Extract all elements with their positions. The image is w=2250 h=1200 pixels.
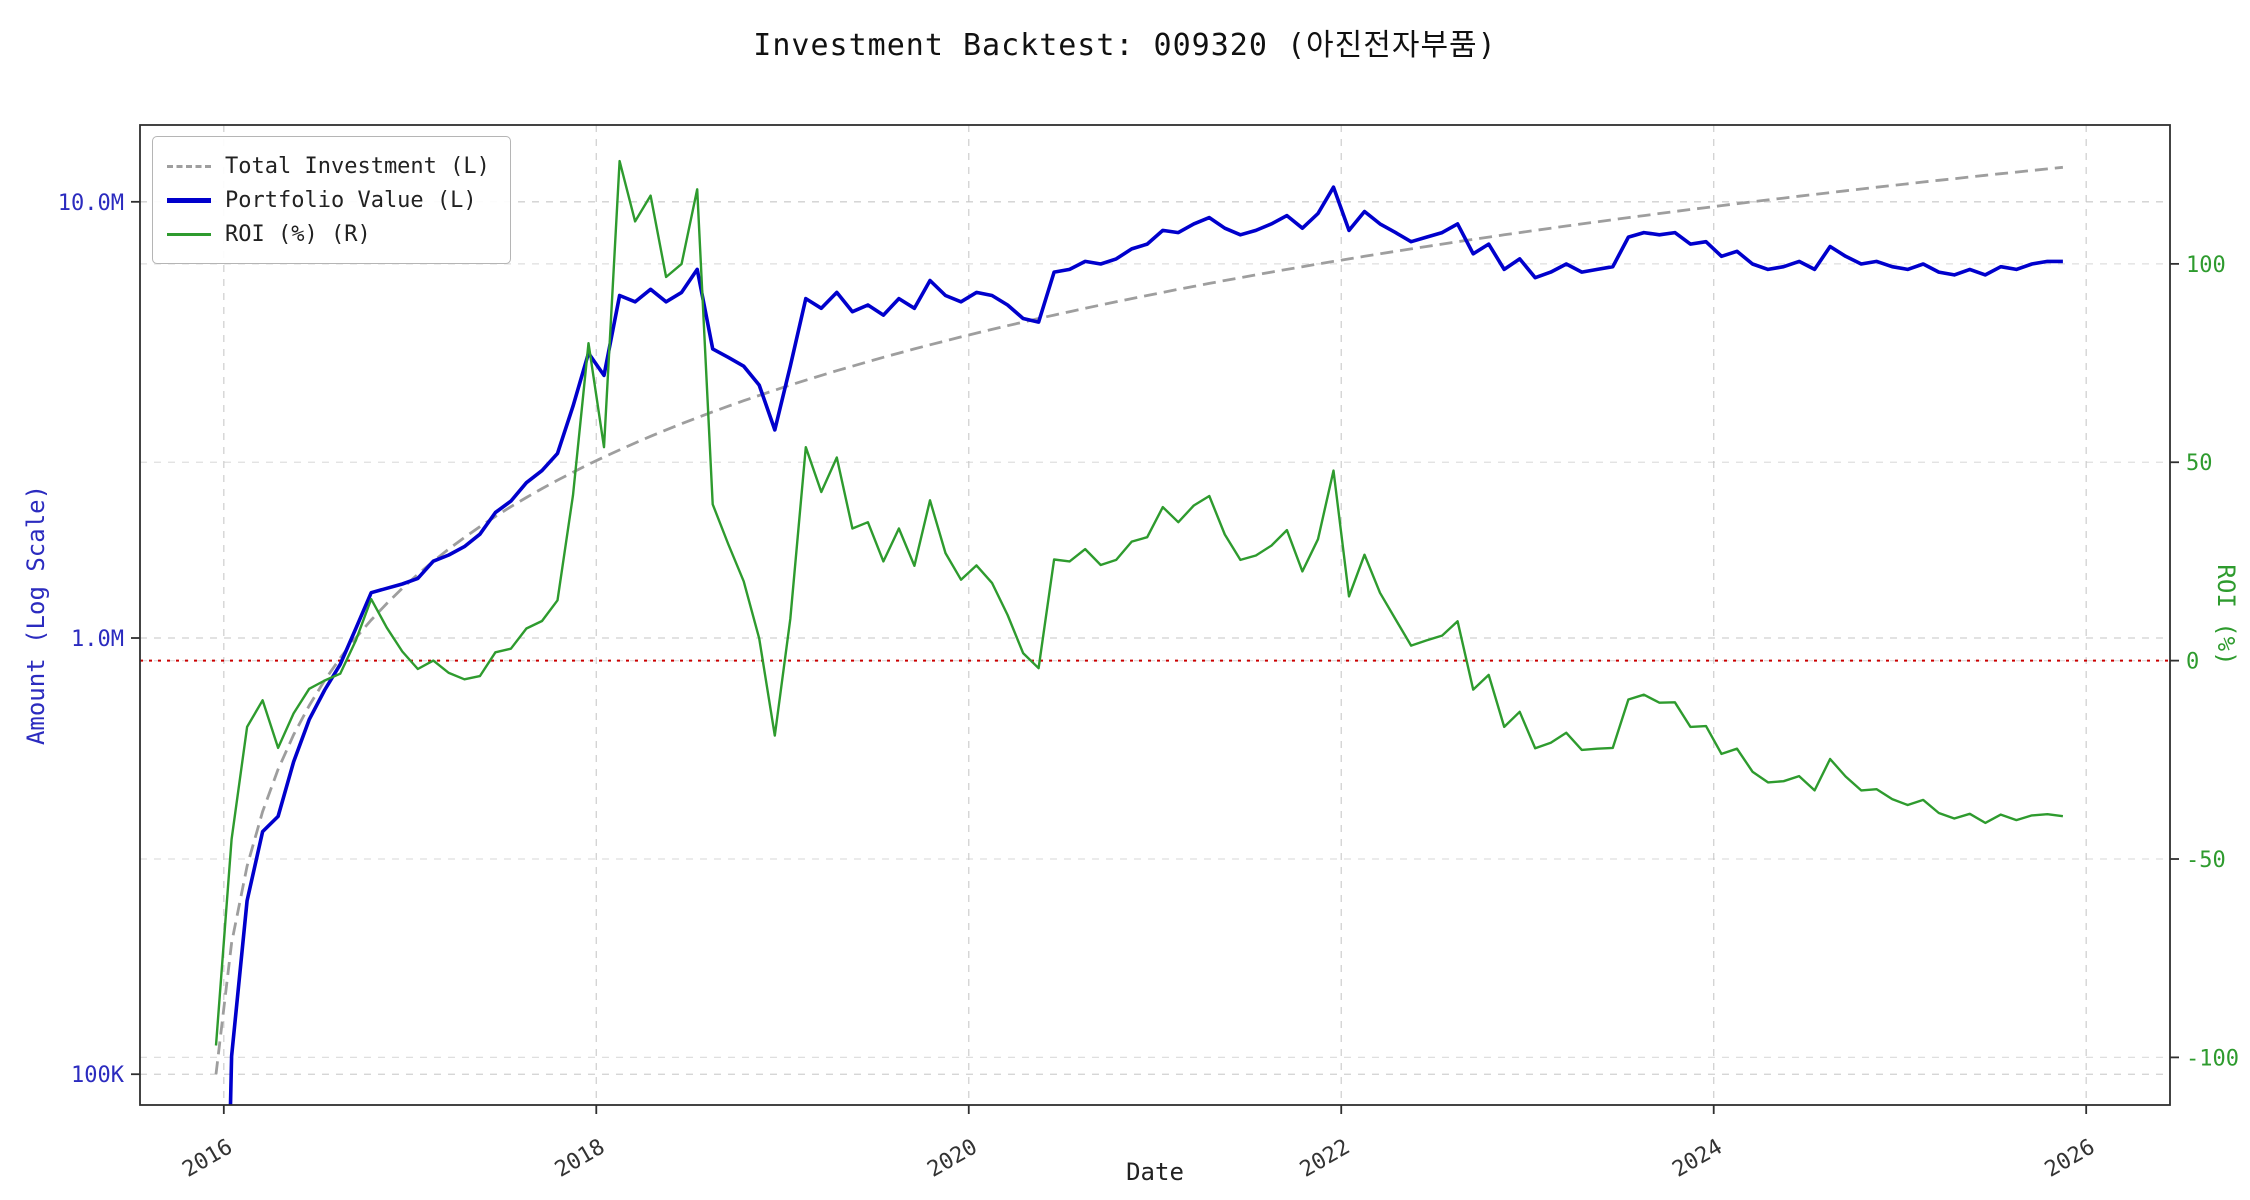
x-tick-label: 2018 [551, 1135, 609, 1183]
right-tick-label: 50 [2186, 451, 2213, 476]
x-tick-label: 2020 [923, 1135, 981, 1183]
total-investment-line [214, 165, 2064, 1075]
dashed-line-swatch-icon [167, 164, 211, 168]
right-tick-label: 0 [2186, 650, 2199, 675]
x-tick-label: 2016 [178, 1135, 236, 1183]
legend-label: Total Investment (L) [225, 153, 490, 179]
legend-label: ROI (%) (R) [225, 221, 371, 247]
roi-line [214, 159, 2064, 1046]
legend-item-portfolio-value: Portfolio Value (L) [167, 183, 490, 217]
series-group [214, 159, 2064, 1105]
right-tick-label: -50 [2186, 848, 2226, 873]
left-tick-label: 1.0M [71, 627, 124, 652]
blue-line-swatch-icon [167, 197, 211, 203]
left-tick-label: 10.0M [58, 191, 124, 216]
legend-item-roi: ROI (%) (R) [167, 217, 490, 251]
legend-label: Portfolio Value (L) [225, 187, 477, 213]
x-axis-label: Date [1126, 1158, 1184, 1186]
x-tick-label: 2024 [1668, 1135, 1726, 1183]
legend-item-total-investment: Total Investment (L) [167, 149, 490, 183]
right-axis-label: ROI (%) [2212, 564, 2240, 666]
chart-title: Investment Backtest: 009320 (아진전자부품) [753, 28, 1497, 63]
green-line-swatch-icon [167, 232, 211, 236]
x-tick-label: 2022 [1296, 1135, 1354, 1183]
right-tick-label: 100 [2186, 253, 2226, 278]
plot-border [139, 124, 2171, 1106]
right-tick-label: -100 [2186, 1046, 2239, 1071]
left-tick-label: 100K [71, 1063, 125, 1088]
x-tick-label: 2026 [2041, 1135, 2099, 1183]
left-axis-label: Amount (Log Scale) [22, 484, 50, 746]
portfolio-value-line [228, 185, 2063, 1105]
legend: Total Investment (L) Portfolio Value (L)… [152, 136, 511, 264]
